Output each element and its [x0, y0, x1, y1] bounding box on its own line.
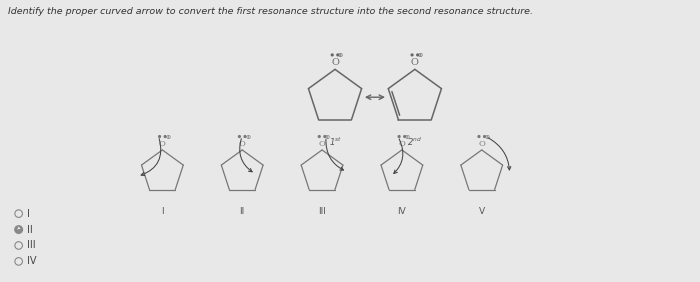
Text: I: I — [27, 209, 30, 219]
Text: II: II — [239, 207, 245, 216]
Text: ⊕: ⊕ — [165, 135, 171, 140]
Circle shape — [337, 54, 339, 56]
Text: ⊕: ⊕ — [338, 53, 343, 58]
Circle shape — [159, 136, 160, 137]
Circle shape — [244, 136, 246, 137]
Text: II: II — [27, 224, 33, 235]
Text: O: O — [331, 58, 339, 67]
Text: O: O — [159, 140, 166, 148]
Text: O: O — [398, 140, 405, 148]
Circle shape — [404, 136, 405, 137]
Circle shape — [318, 136, 320, 137]
Circle shape — [478, 136, 480, 137]
Text: O: O — [478, 140, 485, 148]
Text: ⊕: ⊕ — [418, 53, 423, 58]
Text: O: O — [239, 140, 246, 148]
Text: III: III — [318, 207, 326, 216]
Text: I: I — [161, 207, 164, 216]
Text: O: O — [318, 140, 326, 148]
Text: O: O — [411, 58, 419, 67]
Text: 2$^{nd}$: 2$^{nd}$ — [407, 136, 422, 148]
Circle shape — [164, 136, 166, 137]
Text: IV: IV — [398, 207, 406, 216]
Text: III: III — [27, 241, 36, 250]
Circle shape — [331, 54, 333, 56]
Text: ⊕: ⊕ — [405, 135, 410, 140]
Text: IV: IV — [27, 256, 36, 266]
Circle shape — [324, 136, 326, 137]
Text: V: V — [479, 207, 485, 216]
Text: 1$^{st}$: 1$^{st}$ — [328, 136, 342, 148]
Text: ⊕: ⊕ — [245, 135, 251, 140]
Text: Identify the proper curved arrow to convert the first resonance structure into t: Identify the proper curved arrow to conv… — [8, 7, 533, 16]
Text: ⊕: ⊕ — [484, 135, 490, 140]
Text: ⊕: ⊕ — [325, 135, 330, 140]
Circle shape — [416, 54, 419, 56]
Circle shape — [15, 226, 22, 233]
Circle shape — [239, 136, 240, 137]
Circle shape — [398, 136, 400, 137]
Circle shape — [411, 54, 413, 56]
Circle shape — [484, 136, 485, 137]
